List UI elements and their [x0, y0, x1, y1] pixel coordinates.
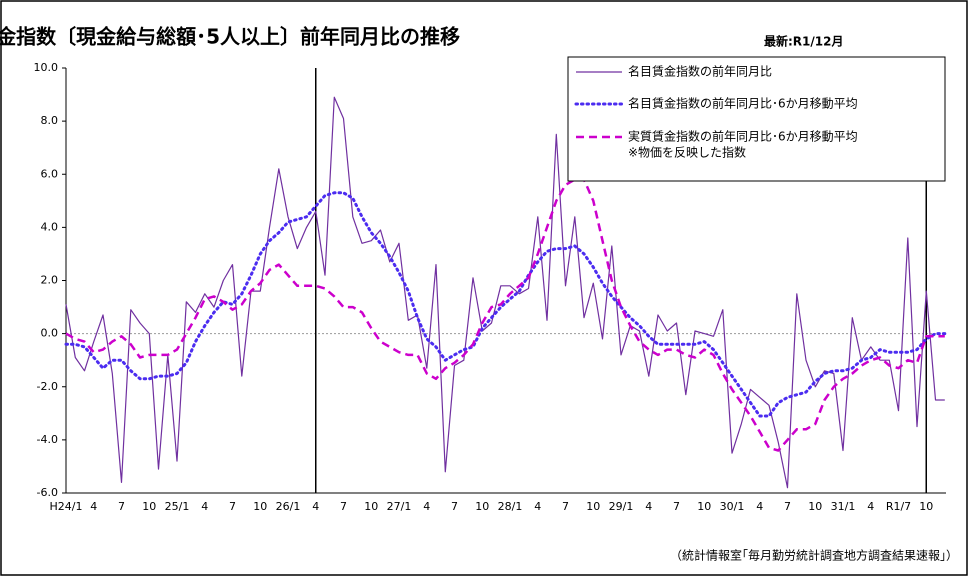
- x-tick-label: 7: [784, 500, 791, 513]
- chart-subtitle: 最新:R1/12月: [764, 34, 843, 49]
- x-tick-label: 10: [697, 500, 711, 513]
- series-line: [65, 178, 945, 452]
- chart-title: 賃金指数〔現金給与総額･5人以上〕前年同月比の推移: [0, 25, 460, 49]
- x-tick-label: 4: [423, 500, 430, 513]
- x-tick-label: 10: [364, 500, 378, 513]
- x-tick-label: 10: [808, 500, 822, 513]
- x-tick-label: 10: [475, 500, 489, 513]
- legend: 名目賃金指数の前年同月比名目賃金指数の前年同月比･6か月移動平均実質賃金指数の前…: [567, 56, 946, 182]
- x-tick-label: 4: [756, 500, 763, 513]
- x-tick-label: 7: [451, 500, 458, 513]
- x-tick-label: 4: [201, 500, 208, 513]
- x-tick-label: 26/1: [276, 500, 301, 513]
- x-tick-label: 4: [867, 500, 874, 513]
- y-tick-label: 6.0: [41, 167, 59, 180]
- x-tick-label: 10: [142, 500, 156, 513]
- x-tick-label: 31/1: [831, 500, 856, 513]
- y-tick-label: -6.0: [37, 486, 58, 499]
- legend-label: 実質賃金指数の前年同月比･6か月移動平均: [628, 129, 858, 144]
- y-tick-label: -2.0: [37, 380, 58, 393]
- x-tick-label: 27/1: [387, 500, 412, 513]
- series-line: [65, 96, 945, 489]
- x-tick-label: 7: [340, 500, 347, 513]
- x-tick-label: 10: [253, 500, 267, 513]
- x-tick-label: 7: [118, 500, 125, 513]
- x-tick-label: R1/7: [886, 500, 911, 513]
- x-tick-label: 29/1: [609, 500, 634, 513]
- x-tick-label: 30/1: [720, 500, 745, 513]
- x-tick-label: 4: [90, 500, 97, 513]
- x-tick-label: 7: [229, 500, 236, 513]
- y-tick-label: 0.0: [41, 327, 59, 340]
- x-tick-label: H24/1: [50, 500, 83, 513]
- legend-box: [567, 56, 946, 182]
- x-tick-label: 4: [645, 500, 652, 513]
- y-tick-label: 10.0: [34, 61, 59, 74]
- legend-note: ※物価を反映した指数: [628, 145, 746, 160]
- x-tick-label: 7: [673, 500, 680, 513]
- x-tick-label: 4: [534, 500, 541, 513]
- y-tick-label: 4.0: [41, 220, 59, 233]
- x-tick-label: 10: [586, 500, 600, 513]
- x-tick-label: 25/1: [165, 500, 190, 513]
- x-tick-label: 10: [919, 500, 933, 513]
- y-tick-label: -4.0: [37, 433, 58, 446]
- x-tick-label: 7: [562, 500, 569, 513]
- x-tick-label: 4: [312, 500, 319, 513]
- y-tick-label: 2.0: [41, 274, 59, 287]
- source: （統計情報室｢毎月勤労統計調査地方調査結果速報｣）: [670, 548, 958, 563]
- x-tick-label: 28/1: [498, 500, 523, 513]
- y-tick-label: 8.0: [41, 114, 59, 127]
- legend-label: 名目賃金指数の前年同月比･6か月移動平均: [628, 96, 858, 111]
- legend-label: 名目賃金指数の前年同月比: [628, 64, 772, 79]
